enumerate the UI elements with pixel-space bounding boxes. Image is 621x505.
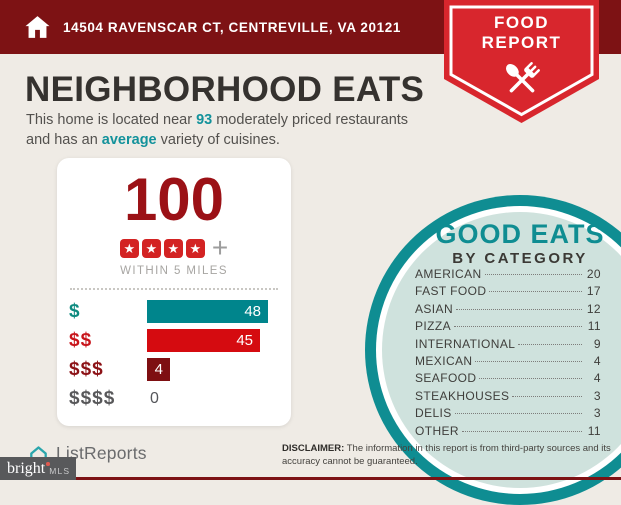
category-row: AMERICAN 20 (415, 267, 601, 284)
bar-row: $$$$ 0 (69, 384, 291, 413)
intro-pre: This home is located near (26, 112, 197, 128)
category-value: 20 (586, 267, 601, 281)
listreports-wordmark: ListReports (56, 443, 147, 463)
bar: 48 (147, 300, 268, 323)
dotted-leader (489, 291, 582, 293)
intro-post: variety of cuisines. (156, 132, 280, 148)
category-row: OTHER 11 (415, 424, 601, 441)
bright-dot-icon (46, 462, 50, 466)
bar-row: $48 (69, 297, 291, 326)
category-row: FAST FOOD 17 (415, 284, 601, 301)
category-value: 17 (586, 284, 601, 299)
dotted-leader (475, 360, 582, 362)
category-label: OTHER (415, 423, 459, 438)
bar-value: 48 (244, 303, 261, 320)
score-value: 100 (123, 166, 225, 233)
good-eats-title: GOOD EATS (435, 219, 605, 249)
badge-line2: REPORT (481, 33, 562, 52)
category-label: AMERICAN (415, 267, 482, 281)
category-row: SEAFOOD 4 (415, 371, 601, 388)
category-value: 9 (593, 336, 601, 351)
dotted-leader (484, 274, 582, 275)
bottom-stripe (0, 477, 621, 480)
price-bar-chart: $48 $$ 45 $$$ 4 $$$$ 0 (57, 297, 291, 413)
bar-value: 0 (150, 389, 159, 407)
dotted-leader (462, 430, 582, 432)
bar-label: $$$ (69, 358, 104, 380)
utensils-icon (505, 62, 540, 93)
star-icon: ★ (141, 238, 161, 258)
category-value: 4 (593, 371, 601, 386)
badge-title: FOOD REPORT (444, 13, 599, 53)
category-label: FAST FOOD (415, 284, 487, 299)
dotted-leader (479, 378, 582, 380)
home-icon (24, 15, 51, 39)
circle-fill (382, 212, 621, 488)
dotted-leader (518, 343, 582, 345)
brightmls-logo: bright MLS (0, 457, 76, 480)
bar-row: $$ 45 (69, 326, 291, 355)
page-title: NEIGHBORHOOD EATS (25, 70, 425, 109)
dotted-leader (454, 326, 582, 328)
category-label: STEAKHOUSES (415, 388, 510, 403)
score-card: 100 ★ ★ ★ ★ + WITHIN 5 MILES $48 $$ 45 $$$ 4 $$$$… (57, 158, 291, 426)
category-row: PIZZA 11 (415, 319, 601, 336)
category-row: STEAKHOUSES 3 (415, 389, 601, 406)
disclaimer-label: DISCLAIMER: (282, 443, 345, 454)
disclaimer-text: The information in this report is from t… (282, 443, 611, 467)
intro-mid: moderately priced restaurants and has an (26, 112, 409, 148)
star-icon: ★ (119, 238, 139, 258)
category-value: 3 (593, 406, 601, 421)
category-row: DELIS 3 (415, 406, 601, 423)
radius-caption: WITHIN 5 MILES (120, 265, 228, 277)
category-value: 12 (586, 301, 601, 316)
bar-value: 4 (154, 361, 163, 378)
bar-label: $ (69, 300, 81, 322)
category-value: 11 (587, 319, 601, 334)
category-value: 3 (593, 388, 601, 403)
intro-text: This home is located near 93 moderately … (26, 110, 428, 150)
bar: 45 (147, 329, 260, 352)
category-row: ASIAN 12 (415, 302, 601, 319)
bar-label: $$ (69, 329, 93, 351)
category-row: INTERNATIONAL 9 (415, 337, 601, 354)
good-eats-circle: GOOD EATS BY CATEGORY AMERICAN 20 FAST FOO… (365, 195, 621, 505)
bar: 4 (147, 358, 170, 381)
bright-wordmark: bright (7, 459, 46, 477)
variety-highlight: average (101, 132, 157, 148)
star-rating: ★ ★ ★ ★ + (57, 232, 291, 263)
dotted-leader (512, 395, 582, 397)
disclaimer: DISCLAIMER: The information in this repo… (282, 443, 620, 468)
plus-icon: + (211, 232, 229, 263)
bar-value: 45 (236, 332, 253, 349)
restaurant-count: 93 (196, 112, 213, 128)
category-list: AMERICAN 20 FAST FOOD 17 ASIAN 12 PIZZA 11 INTER… (415, 267, 601, 441)
star-icon: ★ (185, 238, 205, 258)
dotted-leader (454, 413, 582, 415)
address-text: 14504 RAVENSCAR CT, CENTREVILLE, VA 2012… (63, 19, 401, 35)
category-label: MEXICAN (415, 353, 473, 368)
star-icon: ★ (163, 238, 183, 258)
food-report-badge: FOOD REPORT (444, 0, 599, 123)
ribbon-shape (444, 0, 599, 123)
category-row: MEXICAN 4 (415, 354, 601, 371)
category-label: DELIS (415, 406, 452, 421)
dotted-leader (456, 308, 582, 310)
category-label: PIZZA (415, 319, 452, 334)
good-eats-subtitle: BY CATEGORY (452, 250, 588, 267)
mls-label: MLS (49, 466, 71, 476)
dashed-divider (70, 288, 278, 290)
badge-line1: FOOD (493, 13, 550, 32)
category-label: INTERNATIONAL (415, 336, 516, 351)
bar-row: $$$ 4 (69, 355, 291, 384)
category-value: 4 (593, 353, 601, 368)
category-value: 11 (587, 423, 601, 438)
bar-label: $$$$ (69, 387, 116, 409)
category-label: ASIAN (415, 301, 454, 316)
category-label: SEAFOOD (415, 371, 477, 386)
